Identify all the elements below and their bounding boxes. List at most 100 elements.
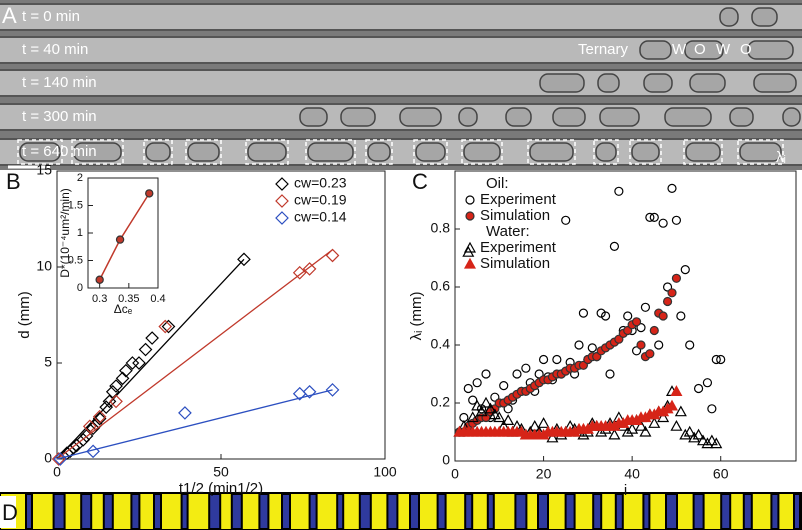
marker	[488, 408, 501, 420]
micrograph: t = 0 min t = 40 min t = 140 min t = 300 mi…	[0, 3, 802, 169]
marker	[292, 265, 307, 280]
legend-group: Water:	[486, 223, 530, 240]
marker	[578, 308, 589, 318]
droplet	[751, 7, 778, 27]
marker	[605, 369, 615, 379]
droplet-outline	[245, 139, 289, 165]
annotation: Ternary	[578, 41, 629, 58]
strip-drop	[130, 493, 141, 530]
y-axis-label: λᵢ (mm)	[408, 291, 425, 340]
marker	[465, 195, 475, 205]
strip-drop	[409, 493, 420, 530]
x-tick-label: 0	[451, 466, 459, 482]
marker	[76, 432, 91, 447]
strip-drop	[258, 493, 270, 530]
marker	[53, 452, 68, 466]
time-label: t = 40 min	[22, 41, 88, 58]
droplet	[664, 107, 712, 127]
plot-area	[454, 170, 797, 462]
marker	[634, 419, 648, 431]
marker	[99, 400, 114, 415]
droplet	[145, 142, 171, 162]
droplet	[415, 142, 446, 162]
strip-drop	[720, 493, 732, 530]
marker	[463, 241, 477, 253]
marker	[693, 383, 704, 394]
legend-label: Experiment	[480, 191, 557, 208]
marker	[685, 340, 695, 350]
droplet-outline	[305, 139, 356, 165]
marker	[662, 296, 673, 307]
y-tick-label: 5	[44, 354, 52, 370]
y-tick-label: 0.4	[431, 336, 451, 352]
marker	[561, 215, 571, 225]
marker	[707, 404, 717, 414]
droplet-outline	[185, 139, 222, 165]
marker	[645, 349, 655, 359]
y-tick-label: 1.5	[68, 199, 83, 211]
droplet-outline	[737, 139, 784, 165]
marker	[538, 354, 549, 365]
marker	[649, 325, 659, 336]
marker	[631, 346, 642, 356]
droplet	[247, 142, 287, 162]
y-tick-label: 0.8	[431, 220, 451, 236]
droplet	[753, 73, 797, 93]
strip-drop	[770, 493, 780, 530]
time-label: t = 0 min	[22, 8, 80, 25]
droplet	[595, 142, 617, 162]
marker	[325, 383, 340, 397]
label-bg	[0, 496, 16, 528]
strip-drop	[436, 493, 447, 530]
annotation: W	[716, 41, 731, 58]
strip-drop	[564, 493, 576, 530]
marker	[649, 212, 659, 222]
y-tick-label: 0	[44, 450, 52, 466]
marker	[302, 262, 317, 276]
marker	[463, 257, 477, 269]
marker	[325, 248, 340, 263]
marker	[302, 384, 317, 399]
marker	[639, 425, 652, 437]
annotation: W	[672, 41, 687, 58]
legend-label: Simulation	[480, 255, 550, 272]
droplet	[552, 107, 586, 127]
marker	[92, 409, 107, 424]
marker	[623, 311, 633, 321]
droplet-outline	[71, 139, 124, 165]
droplet	[747, 40, 794, 60]
marker	[688, 431, 701, 443]
marker	[679, 428, 692, 440]
strip-drop	[386, 493, 399, 530]
x-tick-label: 100	[373, 464, 397, 480]
marker	[105, 384, 120, 399]
channel	[0, 4, 802, 30]
channel	[0, 139, 802, 165]
marker	[125, 356, 140, 370]
marker	[546, 431, 559, 443]
marker	[484, 402, 497, 414]
x-tick-label: 0.4	[150, 293, 165, 305]
strip-drop	[308, 493, 318, 530]
droplet	[719, 7, 739, 27]
droplet-outline	[683, 139, 723, 165]
marker	[145, 331, 159, 345]
strip-drop	[592, 493, 603, 530]
droplet	[340, 107, 376, 127]
marker	[658, 218, 668, 228]
x-tick-label: 0.35	[118, 293, 139, 305]
strip-drop	[230, 493, 243, 530]
marker	[671, 215, 682, 225]
strip-drop	[336, 493, 345, 530]
marker	[178, 406, 192, 420]
marker	[640, 302, 651, 312]
droplet-outline	[461, 139, 503, 165]
marker	[66, 440, 81, 455]
marker	[614, 186, 624, 196]
legend-label: Simulation	[480, 207, 550, 224]
droplet	[729, 107, 754, 127]
droplet-outline	[593, 139, 619, 165]
strip-drop	[180, 493, 189, 530]
droplet	[739, 142, 782, 162]
marker	[674, 405, 687, 417]
